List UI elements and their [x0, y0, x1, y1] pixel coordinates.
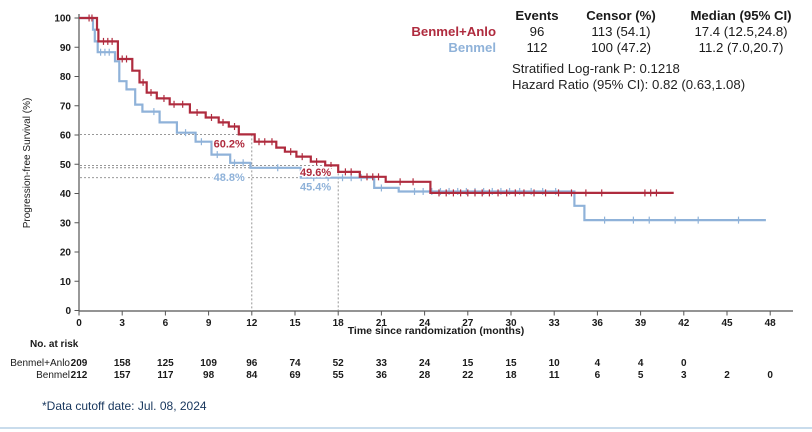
y-tick-label: 100 — [54, 14, 71, 25]
y-tick-label: 80 — [60, 72, 72, 83]
x-tick-label: 12 — [246, 318, 258, 329]
legend-row-benmel-events: 112 — [526, 40, 548, 55]
risk-count: 74 — [289, 358, 301, 369]
risk-count: 52 — [333, 358, 345, 369]
legend-header-spacer — [404, 8, 502, 24]
survival-step-line — [79, 16, 674, 194]
risk-count: 11 — [549, 370, 560, 381]
risk-count: 125 — [157, 358, 174, 369]
x-tick-label: 21 — [376, 318, 388, 329]
legend-row-benmel-median: 11.2 (7.0,20.7) — [698, 40, 784, 55]
y-axis-title: Progression-free Survival (%) — [22, 98, 33, 229]
risk-count: 15 — [505, 358, 517, 369]
x-tick-label: 36 — [592, 318, 604, 329]
risk-count: 5 — [638, 370, 644, 381]
x-tick-label: 3 — [119, 318, 125, 329]
risk-table-title: No. at risk — [30, 339, 79, 350]
risk-count: 36 — [376, 370, 388, 381]
legend-row-benmel-anlo-censor: 113 (54.1) — [591, 24, 651, 39]
risk-count: 15 — [462, 358, 474, 369]
x-tick-label: 30 — [505, 318, 517, 329]
x-tick-label: 33 — [549, 318, 561, 329]
bottom-divider — [0, 427, 812, 429]
censor-ticks-benmel-anlo — [88, 14, 658, 197]
x-tick-label: 39 — [635, 318, 647, 329]
x-axis-title: Time since randomization (months) — [348, 325, 525, 337]
risk-count: 2 — [724, 370, 730, 381]
risk-count: 157 — [114, 370, 131, 381]
x-tick-label: 9 — [206, 318, 212, 329]
risk-count: 209 — [71, 358, 88, 369]
annotation-45-4-: 45.4% — [300, 182, 331, 194]
annotation-49-6-: 49.6% — [300, 167, 331, 179]
y-tick-label: 90 — [60, 43, 72, 54]
logrank-p-text: Stratified Log-rank P: 0.1218 — [512, 61, 680, 76]
risk-count: 28 — [419, 370, 431, 381]
x-tick-label: 0 — [76, 318, 82, 329]
x-tick-label: 48 — [765, 318, 777, 329]
legend-row-benmel-anlo-median: 17.4 (12.5,24.8) — [694, 24, 788, 39]
risk-count: 98 — [203, 370, 215, 381]
legend-table: Events Censor (%) Median (95% CI) Benmel… — [404, 8, 812, 56]
risk-count: 24 — [419, 358, 431, 369]
risk-count: 18 — [505, 370, 517, 381]
risk-count: 158 — [114, 358, 131, 369]
risk-count: 4 — [638, 358, 644, 369]
y-tick-label: 20 — [60, 248, 72, 259]
stats-block: Stratified Log-rank P: 0.1218 Hazard Rat… — [512, 61, 745, 93]
risk-count: 0 — [767, 370, 773, 381]
risk-count: 33 — [376, 358, 388, 369]
annotation-60-2-: 60.2% — [214, 138, 245, 150]
data-cutoff-note: *Data cutoff date: Jul. 08, 2024 — [42, 399, 207, 413]
x-tick-label: 6 — [163, 318, 169, 329]
hazard-ratio-text: Hazard Ratio (95% CI): 0.82 (0.63,1.08) — [512, 77, 746, 92]
y-tick-label: 30 — [60, 218, 72, 229]
y-tick-label: 40 — [60, 189, 72, 200]
risk-count: 212 — [71, 370, 88, 381]
risk-count: 22 — [462, 370, 474, 381]
legend-header-median: Median (95% CI) — [690, 8, 792, 23]
legend-header-events: Events — [515, 8, 559, 23]
risk-row-label-benmel-anlo: Benmel+Anlo — [10, 358, 70, 369]
axes: 0 3 6 9 12 15 18 21 24 27 30 33 36 39 42 45 480102030405… — [22, 14, 793, 337]
km-curve-benmel — [79, 16, 766, 222]
km-curve-benmel-anlo — [79, 16, 674, 194]
annotation-48-8-: 48.8% — [214, 172, 245, 184]
risk-count: 84 — [246, 370, 258, 381]
risk-count: 6 — [595, 370, 601, 381]
risk-count: 10 — [549, 358, 561, 369]
reference-lines — [80, 133, 339, 311]
y-tick-label: 60 — [60, 131, 72, 142]
x-tick-label: 27 — [462, 318, 474, 329]
risk-count: 4 — [595, 358, 601, 369]
risk-count: 55 — [333, 370, 345, 381]
legend-row-benmel-name: Benmel — [448, 40, 496, 55]
x-tick-label: 24 — [419, 318, 431, 329]
risk-count: 96 — [246, 358, 258, 369]
legend-row-benmel-censor: 100 (47.2) — [590, 40, 652, 55]
x-tick-label: 45 — [721, 318, 733, 329]
y-tick-label: 50 — [60, 160, 72, 171]
risk-count: 117 — [157, 370, 174, 381]
risk-count: 3 — [681, 370, 687, 381]
legend-row-benmel-anlo-events: 96 — [529, 24, 545, 39]
y-tick-label: 70 — [60, 101, 72, 112]
y-tick-label: 10 — [60, 277, 72, 288]
risk-count: 69 — [289, 370, 301, 381]
survival-annotations: 60.2% 48.8% 49.6% 45.4% — [212, 137, 333, 195]
risk-count: 0 — [681, 358, 687, 369]
x-tick-label: 42 — [678, 318, 690, 329]
legend-row-benmel-anlo-name: Benmel+Anlo — [411, 24, 496, 39]
risk-count: 109 — [200, 358, 217, 369]
legend-header-censor: Censor (%) — [586, 8, 656, 23]
risk-row-label-benmel: Benmel — [36, 370, 70, 381]
x-tick-label: 15 — [289, 318, 301, 329]
y-tick-label: 0 — [65, 306, 71, 317]
x-tick-label: 18 — [333, 318, 345, 329]
survival-step-line — [79, 16, 766, 222]
